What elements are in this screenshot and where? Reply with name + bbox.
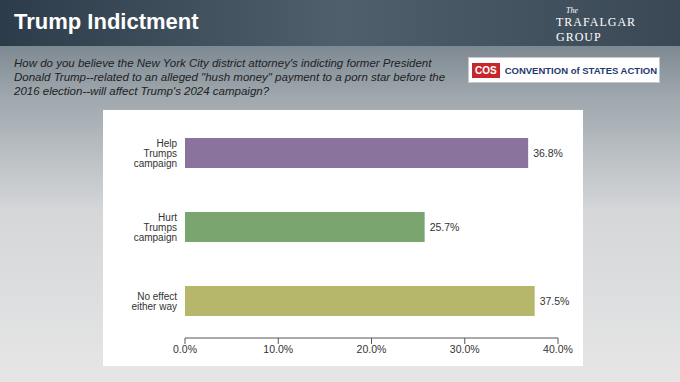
html-text:Trump Indictment: Trump Indictment — [14, 9, 199, 34]
html-text:CONVENTION of STATES ACTION: CONVENTION of STATES ACTION — [504, 64, 657, 76]
svg-text:37.5%: 37.5% — [540, 295, 570, 307]
svg-text:HelpTrumpscampaign: HelpTrumpscampaign — [134, 138, 178, 169]
svg-text:30.0%: 30.0% — [450, 343, 480, 355]
svg-text:No effecteither way: No effecteither way — [131, 291, 177, 312]
svg-text:20.0%: 20.0% — [357, 343, 387, 355]
html-text:How do you believe the New Yor: How do you believe the New York City dis… — [14, 57, 446, 97]
svg-text:36.8%: 36.8% — [533, 147, 563, 159]
svg-text:40.0%: 40.0% — [543, 343, 573, 355]
svg-text:10.0%: 10.0% — [263, 343, 293, 355]
html-text:The: The — [566, 6, 578, 15]
html-text:TRAFALGAR GROUP: TRAFALGAR GROUP — [556, 15, 637, 44]
svg-text:0.0%: 0.0% — [173, 343, 197, 355]
html-text:COS: COS — [475, 64, 497, 76]
svg-text:HurtTrumpscampaign: HurtTrumpscampaign — [134, 212, 178, 243]
svg-text:25.7%: 25.7% — [430, 221, 460, 233]
